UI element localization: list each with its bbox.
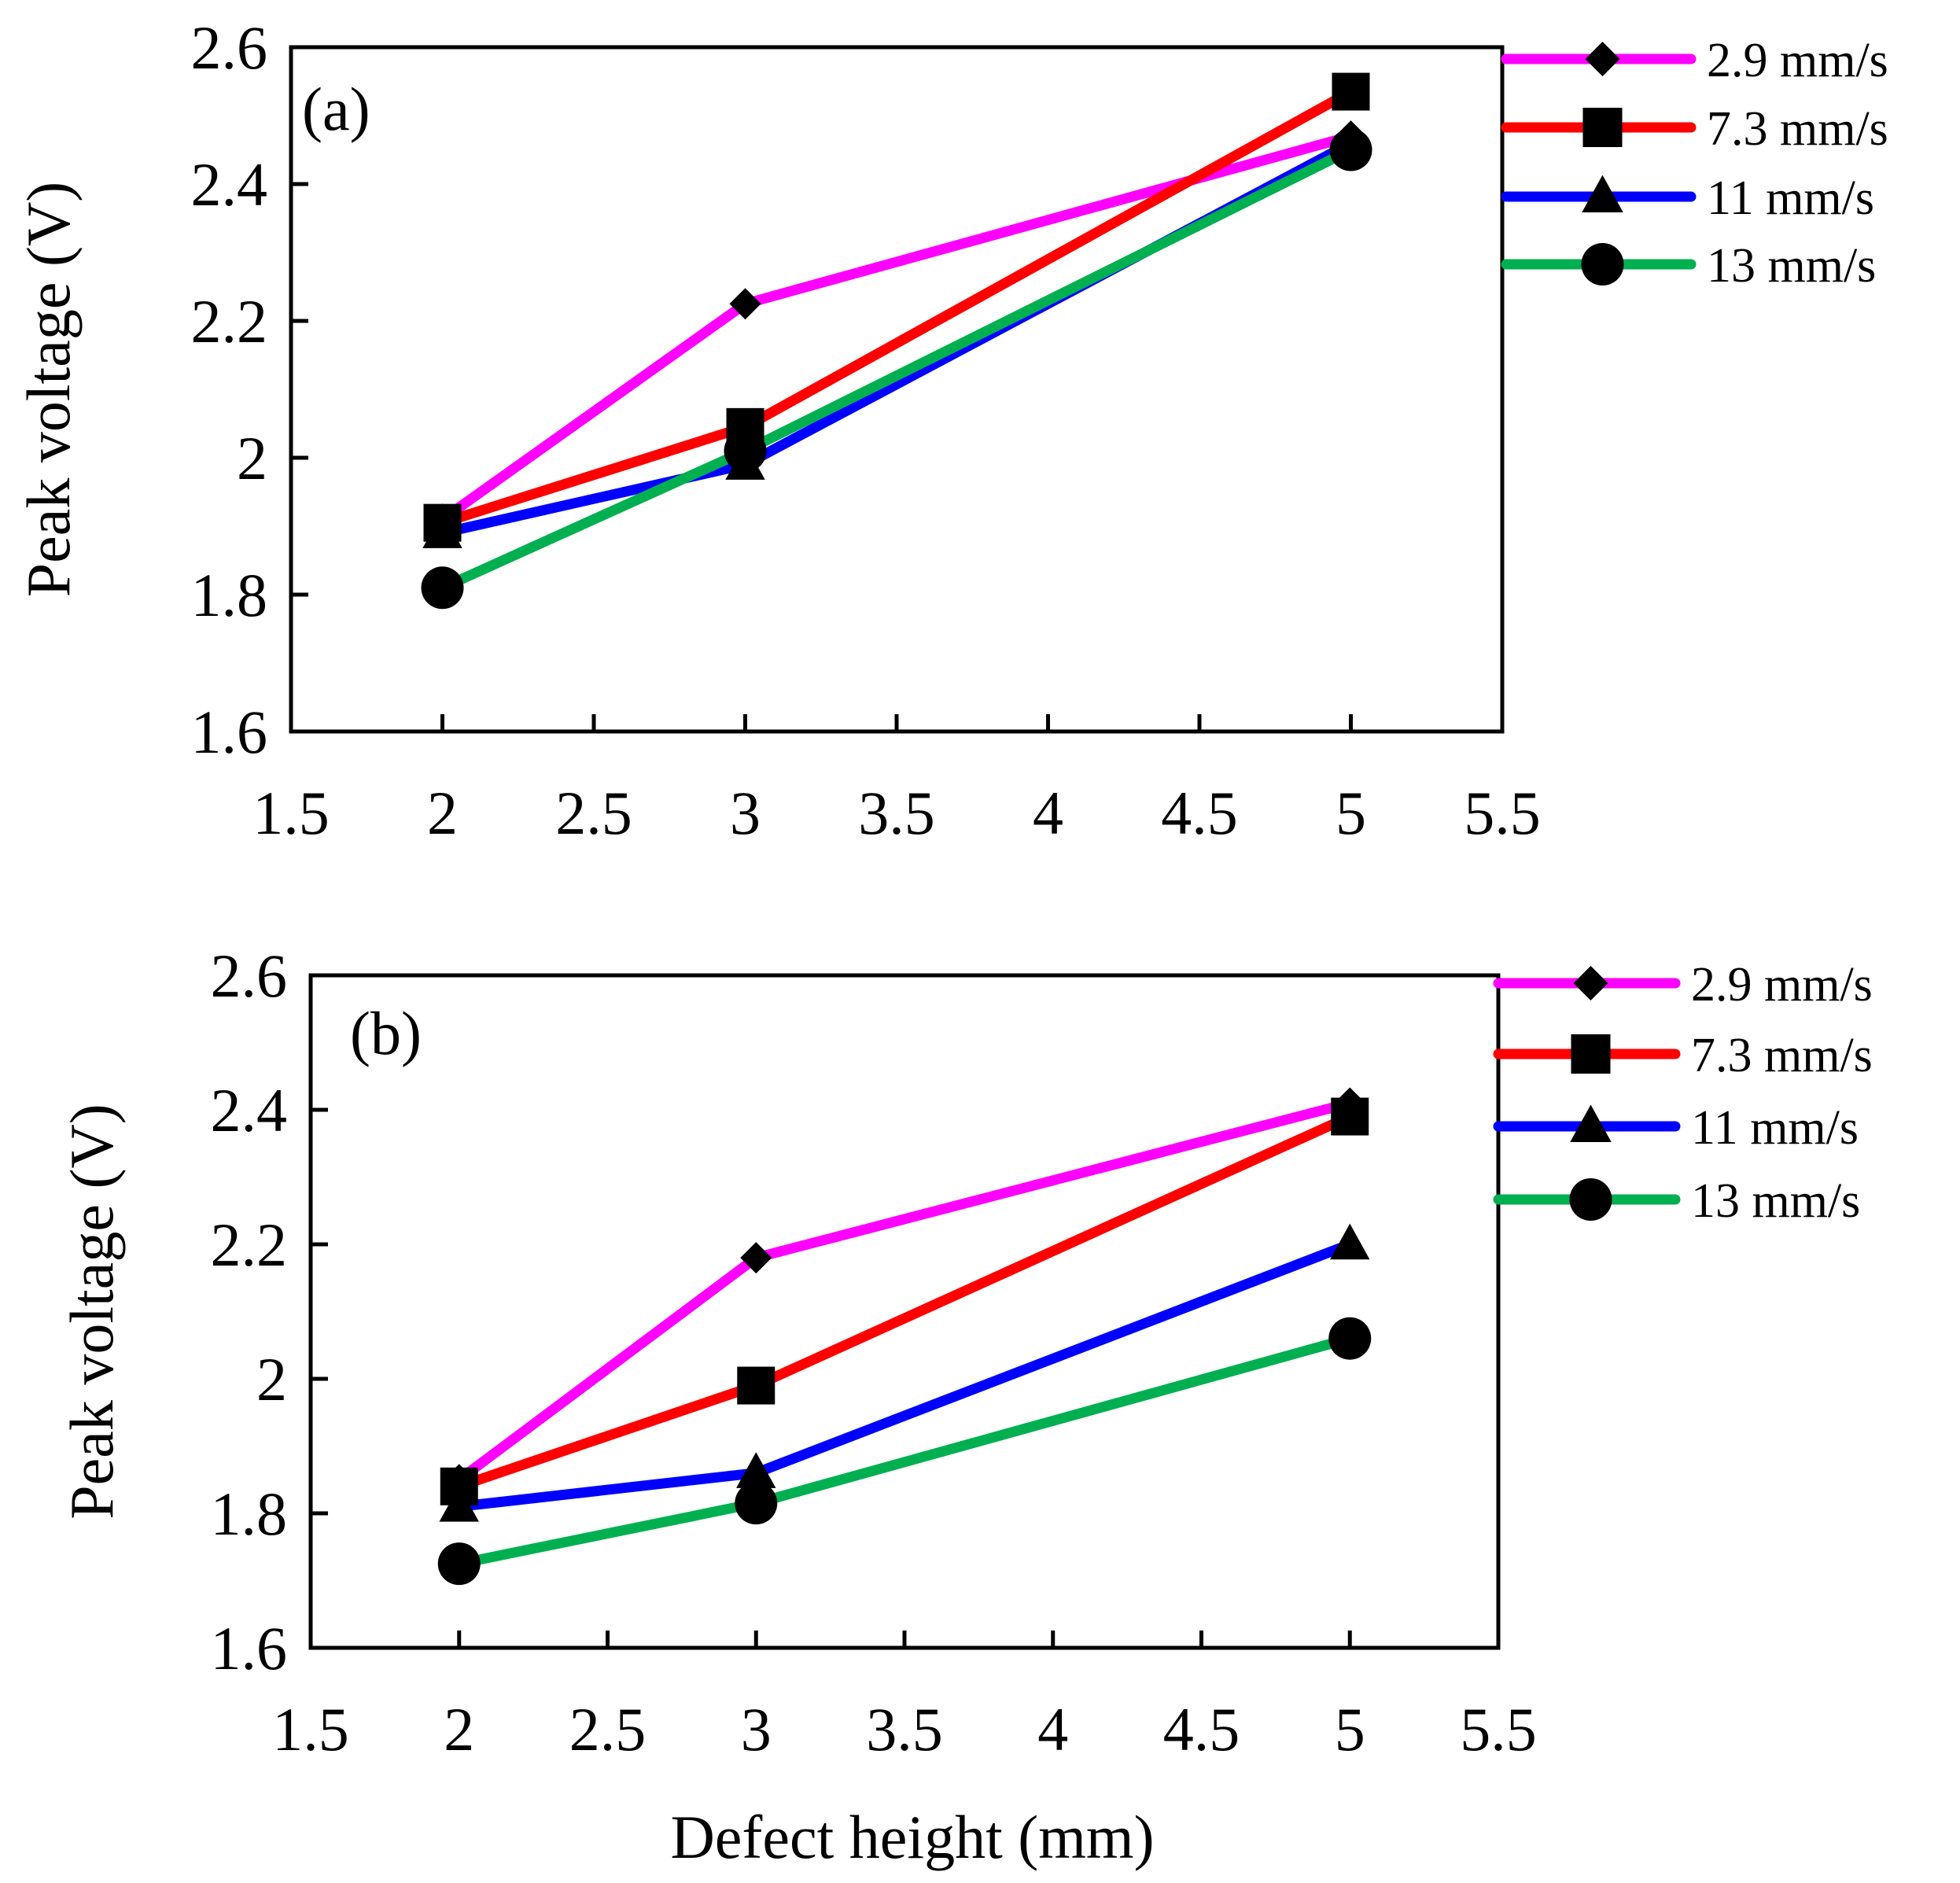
- data-point-diamond: [729, 288, 761, 320]
- chart-panel-b: 1.5 2 2.5 3 3.5 4 4.5 5 5.5 1.6 1.8 2 2.2 2.4 2.6 Peak …: [57, 942, 1873, 1871]
- x-tick-label: 2: [444, 1695, 474, 1763]
- legend-label: 7.3 mm/s: [1691, 1029, 1873, 1082]
- legend-label: 7.3 mm/s: [1707, 102, 1888, 156]
- series-line-square: [454, 1111, 1355, 1492]
- data-point-square: [737, 1366, 776, 1405]
- series-line-circle: [454, 1333, 1355, 1569]
- x-tick-label: 3.5: [866, 1695, 943, 1763]
- legend-marker-triangle: [1582, 175, 1623, 212]
- series-line-square: [437, 87, 1356, 529]
- y-tick-label: 2.4: [211, 1076, 288, 1144]
- x-tick-label: 4.5: [1161, 779, 1238, 847]
- y-tick-label: 2.6: [211, 942, 288, 1010]
- panel-label: (b): [350, 999, 422, 1067]
- y-tick-label: 2.2: [211, 1210, 288, 1279]
- y-axis-title: Peak voltage (V): [57, 1104, 126, 1519]
- y-tick-label: 2.4: [191, 150, 268, 219]
- x-tick-label: 4: [1033, 779, 1063, 847]
- y-tick-label: 2: [237, 424, 267, 492]
- legend-marker-circle: [1581, 243, 1624, 286]
- data-point-diamond: [740, 1242, 772, 1274]
- legend-marker-triangle: [1570, 1104, 1612, 1142]
- data-point-triangle: [1330, 1223, 1370, 1260]
- data-point-circle: [724, 429, 767, 473]
- y-tick-label: 2: [256, 1345, 287, 1413]
- x-tick-label: 1.5: [272, 1695, 349, 1763]
- x-tick-label: 3: [730, 779, 761, 847]
- legend-label: 2.9 mm/s: [1707, 34, 1888, 87]
- data-point-circle: [735, 1482, 778, 1525]
- data-point-circle: [437, 1542, 481, 1586]
- y-tick-label: 1.8: [191, 561, 268, 629]
- plot-frame: [308, 973, 1501, 1650]
- y-tick-label: 1.6: [191, 698, 268, 766]
- x-tick-label: 4: [1037, 1695, 1068, 1763]
- data-point-triangle: [736, 1452, 776, 1488]
- data-point-circle: [1329, 128, 1372, 171]
- legend-label: 11 mm/s: [1691, 1101, 1859, 1155]
- x-tick-label: 5.5: [1460, 1695, 1537, 1763]
- data-point-triangle: [439, 1486, 479, 1522]
- x-tick-label: 2.5: [555, 779, 632, 847]
- legend-marker-square: [1582, 108, 1623, 147]
- series-line-diamond: [437, 131, 1356, 525]
- data-point-square: [1332, 72, 1370, 111]
- y-tick-label: 1.8: [211, 1480, 288, 1548]
- y-tick-label: 2.2: [191, 287, 268, 356]
- data-point-circle: [421, 566, 464, 610]
- panel-label: (a): [302, 75, 370, 143]
- legend-marker-circle: [1569, 1178, 1612, 1221]
- legend-label: 13 mm/s: [1691, 1174, 1860, 1228]
- legend-marker-diamond: [1585, 42, 1620, 76]
- x-tick-label: 3.5: [858, 779, 935, 847]
- series-line-circle: [437, 145, 1356, 593]
- legend-marker-diamond: [1573, 966, 1608, 1000]
- legend-marker-square: [1571, 1034, 1611, 1074]
- x-tick-label: 1.5: [252, 779, 330, 847]
- chart-panel-a: 1.5 2 2.5 3 3.5 4 4.5 5 5.5 1.6 1.8 2 2.2 2.4 2.6 Peak …: [14, 13, 1888, 847]
- x-tick-label: 3: [741, 1695, 772, 1763]
- x-tick-label: 2.5: [569, 1695, 647, 1763]
- y-tick-label: 2.6: [191, 13, 268, 82]
- data-point-triangle: [422, 512, 462, 548]
- x-tick-label: 5: [1336, 779, 1366, 847]
- x-tick-label: 4.5: [1163, 1695, 1240, 1763]
- legend-label: 13 mm/s: [1707, 239, 1876, 293]
- data-point-square: [1331, 1097, 1369, 1136]
- legend-label: 11 mm/s: [1707, 171, 1874, 225]
- x-axis-title: Defect height (mm): [670, 1803, 1154, 1871]
- x-tick-label: 2: [427, 779, 458, 847]
- legend-label: 2.9 mm/s: [1691, 958, 1873, 1012]
- y-axis-title: Peak voltage (V): [14, 182, 83, 597]
- x-tick-label: 5.5: [1464, 779, 1541, 847]
- y-tick-label: 1.6: [211, 1614, 288, 1682]
- data-point-circle: [1328, 1317, 1372, 1360]
- x-tick-label: 5: [1335, 1695, 1365, 1763]
